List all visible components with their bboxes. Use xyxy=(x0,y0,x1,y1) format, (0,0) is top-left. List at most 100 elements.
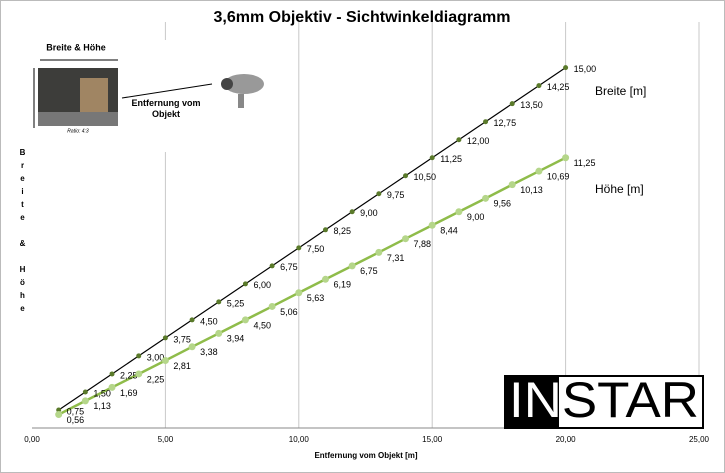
data-label: 3,00 xyxy=(147,352,165,362)
legend-label: Breite [m] xyxy=(595,84,646,98)
marker xyxy=(188,343,196,351)
data-label: 4,50 xyxy=(200,316,218,326)
data-label: 3,94 xyxy=(227,334,245,344)
logo: INSTAR xyxy=(509,372,699,428)
data-label: 9,56 xyxy=(494,199,512,209)
data-label: 0,75 xyxy=(67,406,85,416)
marker xyxy=(375,248,383,256)
marker xyxy=(562,154,570,162)
marker xyxy=(322,227,328,233)
x-tick-label: 0,00 xyxy=(24,435,40,444)
data-label: 3,75 xyxy=(173,334,191,344)
data-label: 3,38 xyxy=(200,347,218,357)
data-label: 1,50 xyxy=(93,388,111,398)
data-label: 4,50 xyxy=(253,320,271,330)
data-label: 11,25 xyxy=(574,158,596,168)
marker xyxy=(81,397,89,405)
marker xyxy=(136,353,142,359)
legend-label: Höhe [m] xyxy=(595,182,644,196)
data-label: 9,00 xyxy=(467,212,485,222)
inset-camera-mount xyxy=(238,94,244,108)
marker xyxy=(321,275,329,283)
inset-camera-lens xyxy=(221,78,233,90)
data-label: 6,75 xyxy=(280,262,298,272)
marker xyxy=(108,383,116,391)
marker xyxy=(376,191,382,197)
data-label: 7,50 xyxy=(307,244,325,254)
inset-photo-floor xyxy=(38,112,118,126)
y-axis-label: Breite & Höhe xyxy=(18,148,27,317)
marker xyxy=(536,83,542,89)
marker xyxy=(349,209,355,215)
data-label: 6,00 xyxy=(253,280,271,290)
data-label: 8,44 xyxy=(440,226,458,236)
marker xyxy=(429,155,435,161)
x-tick-label: 10,00 xyxy=(289,435,310,444)
x-axis-label: Entfernung vom Objekt [m] xyxy=(314,451,417,460)
x-tick-label: 25,00 xyxy=(689,435,710,444)
marker xyxy=(563,65,569,71)
data-label: 5,06 xyxy=(280,307,298,317)
marker xyxy=(296,245,302,251)
data-label: 15,00 xyxy=(574,64,597,74)
marker xyxy=(348,262,356,270)
marker xyxy=(508,181,516,189)
series-line xyxy=(58,67,566,411)
marker xyxy=(483,119,489,125)
marker xyxy=(241,316,249,324)
data-label: 2,81 xyxy=(173,361,191,371)
data-label: 7,88 xyxy=(414,239,432,249)
data-label: 2,25 xyxy=(147,374,165,384)
marker xyxy=(428,221,436,229)
data-label: 1,13 xyxy=(93,401,111,411)
marker xyxy=(242,281,248,287)
data-label: 0,56 xyxy=(67,415,85,425)
marker xyxy=(55,411,63,419)
marker xyxy=(535,167,543,175)
series-line xyxy=(58,156,567,416)
marker xyxy=(268,302,276,310)
x-tick-label: 20,00 xyxy=(556,435,577,444)
data-label: 10,69 xyxy=(547,172,570,182)
x-tick-label: 5,00 xyxy=(158,435,174,444)
data-label: 5,63 xyxy=(307,293,325,303)
marker xyxy=(216,299,222,305)
marker xyxy=(162,335,168,341)
marker xyxy=(455,208,463,216)
data-label: 8,25 xyxy=(333,226,351,236)
inset-distance: Entfernung vom Objekt xyxy=(131,98,201,119)
data-label: 2,25 xyxy=(120,370,138,380)
data-label: 14,25 xyxy=(547,82,570,92)
marker xyxy=(295,289,303,297)
data-label: 6,75 xyxy=(360,266,378,276)
data-label: 13,50 xyxy=(520,100,543,110)
inset-distance-label: Entfernung vom Objekt xyxy=(131,98,201,119)
data-label: 5,25 xyxy=(227,298,245,308)
inset-camera xyxy=(224,74,264,94)
marker xyxy=(269,263,275,269)
data-label: 10,50 xyxy=(414,172,437,182)
inset-ratio: Ratio: 4:3 xyxy=(67,128,89,134)
marker xyxy=(189,317,195,323)
marker xyxy=(403,173,409,179)
data-label: 12,75 xyxy=(494,118,517,128)
marker xyxy=(215,329,223,337)
marker xyxy=(109,371,115,377)
data-label: 12,00 xyxy=(467,136,490,146)
data-label: 6,19 xyxy=(333,280,351,290)
marker xyxy=(161,356,169,364)
inset-size-label: Breite & Höhe xyxy=(46,42,106,52)
x-tick-label: 15,00 xyxy=(422,435,443,444)
data-label: 9,75 xyxy=(387,190,405,200)
data-label: 10,13 xyxy=(520,185,543,195)
inset-arrow xyxy=(121,83,213,99)
chart-title: 3,6mm Objektiv - Sichtwinkeldiagramm xyxy=(214,9,511,26)
marker xyxy=(135,370,143,378)
logo-block xyxy=(505,376,559,428)
data-label: 11,25 xyxy=(440,154,462,164)
marker xyxy=(482,194,490,202)
data-label: 7,31 xyxy=(387,253,405,263)
marker xyxy=(56,407,62,413)
